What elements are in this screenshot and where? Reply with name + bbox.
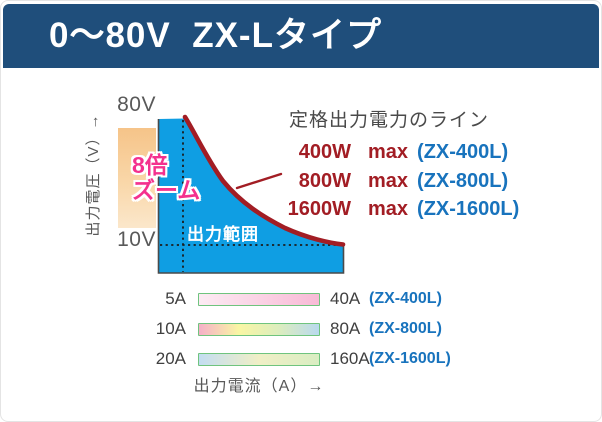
min-current-label: 20A bbox=[155, 349, 186, 368]
page-title: 0～80V ZX-Lタイプ bbox=[49, 16, 382, 55]
max-label: max bbox=[368, 169, 409, 192]
power-legend: 400W max (ZX-400L) 800W max (ZX-800L) 16… bbox=[261, 141, 520, 227]
min-current-label: 10A bbox=[155, 319, 186, 338]
zoom-range-highlight bbox=[118, 128, 156, 228]
range-bar-1 bbox=[198, 292, 320, 306]
model-name: (ZX-800L) bbox=[417, 169, 509, 192]
x-axis-label: 出力電流（A）→ bbox=[193, 378, 325, 395]
max-current-label: 160A bbox=[330, 349, 370, 368]
zoom-ratio-badge: 8倍 ズーム bbox=[132, 153, 200, 203]
range-bar-3 bbox=[198, 352, 320, 366]
y-max-tick: 80V bbox=[117, 93, 156, 116]
legend-row-zx400l: 400W max (ZX-400L) bbox=[261, 141, 519, 170]
legend-row-zx800l: 800W max (ZX-800L) bbox=[261, 170, 519, 199]
max-current-label: 40A bbox=[330, 289, 361, 308]
max-label: max bbox=[368, 141, 409, 163]
model-name: (ZX-1600L) bbox=[369, 350, 451, 367]
zoom-ratio-line1: 8倍 bbox=[132, 152, 168, 178]
power-value: 800W bbox=[298, 169, 351, 192]
current-range-row-zx400l: 5A 40A (ZX-400L) bbox=[141, 289, 442, 308]
model-name: (ZX-400L) bbox=[417, 141, 509, 163]
legend-title: 定格出力電力のライン bbox=[289, 110, 490, 131]
max-label: max bbox=[368, 198, 409, 220]
model-name: (ZX-400L) bbox=[369, 290, 442, 307]
output-range-label: 出力範囲 bbox=[187, 225, 259, 244]
min-current-label: 5A bbox=[165, 289, 186, 308]
range-bar-2 bbox=[198, 322, 320, 336]
model-name: (ZX-1600L) bbox=[417, 198, 520, 220]
max-current-label: 80A bbox=[330, 319, 361, 338]
y-axis-label: 出力電圧（V）→ bbox=[85, 113, 102, 237]
zoom-ratio-line2: ズーム bbox=[132, 177, 201, 203]
legend-leader-line bbox=[235, 172, 283, 190]
power-value: 400W bbox=[298, 141, 351, 163]
legend-row-zx1600l: 1600W max (ZX-1600L) bbox=[261, 198, 520, 227]
axis-frame bbox=[157, 119, 345, 274]
model-name: (ZX-800L) bbox=[369, 320, 442, 337]
power-value: 1600W bbox=[287, 198, 351, 220]
current-range-row-zx1600l: 20A 160A (ZX-1600L) bbox=[141, 349, 451, 368]
current-range-row-zx800l: 10A 80A (ZX-800L) bbox=[141, 319, 442, 338]
header: 0～80V ZX-Lタイプ bbox=[3, 4, 599, 68]
rated-power-curve bbox=[182, 114, 346, 247]
y-min-tick: 10V bbox=[117, 228, 156, 251]
